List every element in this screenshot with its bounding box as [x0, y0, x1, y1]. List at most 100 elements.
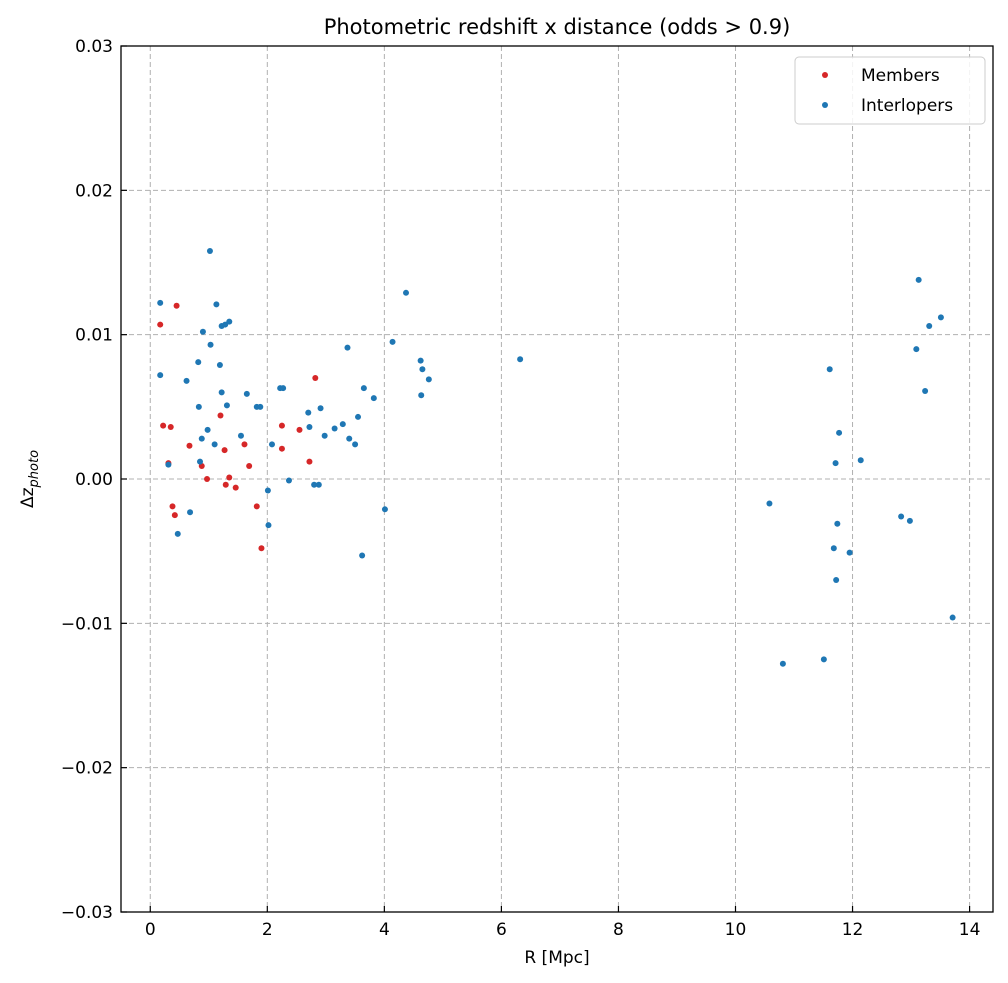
data-point-1: [346, 435, 353, 442]
data-point-1: [425, 376, 432, 383]
x-tick-label: 2: [262, 920, 273, 940]
data-point-1: [517, 356, 524, 363]
data-point-1: [306, 424, 313, 431]
data-point-1: [257, 403, 264, 410]
x-axis-ticks: 0 2 4 6 8 10 12 14: [145, 906, 981, 940]
data-point-0: [221, 447, 228, 454]
data-point-0: [186, 442, 193, 449]
data-point-1: [174, 530, 181, 537]
data-point-1: [197, 458, 204, 465]
x-tick-label: 8: [613, 920, 624, 940]
data-point-1: [199, 328, 206, 335]
data-point-1: [418, 392, 425, 399]
x-tick-label: 14: [959, 920, 981, 940]
x-tick-label: 10: [725, 920, 747, 940]
data-point-1: [370, 395, 377, 402]
y-axis-ticks: −0.03 −0.02 −0.01 0.00 0.01 0.02 0.03: [61, 37, 127, 923]
data-point-1: [157, 299, 164, 306]
data-point-1: [207, 341, 214, 348]
data-point-1: [321, 432, 328, 439]
data-point-1: [766, 500, 773, 507]
data-point-1: [339, 421, 346, 428]
data-point-1: [833, 577, 840, 584]
data-point-1: [285, 477, 292, 484]
data-point-0: [157, 321, 164, 328]
data-point-1: [237, 432, 244, 439]
y-tick-label: −0.01: [61, 614, 113, 634]
data-point-1: [195, 359, 202, 366]
data-points: [157, 247, 956, 667]
data-point-1: [360, 385, 367, 392]
data-point-0: [253, 503, 260, 510]
data-point-1: [922, 387, 929, 394]
data-point-1: [165, 461, 172, 468]
y-tick-label: 0.00: [75, 470, 113, 490]
data-point-0: [312, 374, 319, 381]
x-axis-label: R [Mpc]: [524, 948, 589, 968]
data-point-1: [906, 517, 913, 524]
data-point-0: [160, 422, 167, 429]
legend: Members Interlopers: [794, 56, 986, 125]
y-axis-label: Δzphoto: [18, 450, 42, 508]
data-point-0: [222, 481, 229, 488]
data-point-1: [195, 403, 202, 410]
y-tick-label: 0.03: [75, 37, 113, 57]
data-point-1: [915, 276, 922, 283]
data-point-1: [187, 509, 194, 516]
x-tick-label: 6: [496, 920, 507, 940]
y-tick-label: 0.01: [75, 326, 113, 346]
data-point-1: [198, 435, 205, 442]
data-point-1: [898, 513, 905, 520]
data-point-1: [268, 441, 275, 448]
data-point-1: [216, 361, 223, 368]
data-point-1: [834, 520, 841, 527]
data-point-1: [265, 522, 272, 529]
x-tick-label: 12: [842, 920, 864, 940]
data-point-1: [359, 552, 366, 559]
legend-marker: [822, 102, 828, 108]
data-point-1: [355, 413, 362, 420]
data-point-1: [344, 344, 351, 351]
data-point-1: [211, 441, 218, 448]
data-point-1: [417, 357, 424, 364]
data-point-1: [830, 545, 837, 552]
data-point-0: [217, 412, 224, 419]
data-point-1: [352, 441, 359, 448]
grid: [121, 45, 993, 913]
data-point-1: [846, 549, 853, 556]
data-point-1: [226, 318, 233, 325]
data-point-1: [223, 402, 230, 409]
data-point-1: [403, 289, 410, 296]
data-point-1: [913, 346, 920, 353]
legend-label: Interlopers: [861, 96, 953, 116]
data-point-1: [243, 390, 250, 397]
y-axis-label-main: Δz: [18, 487, 38, 508]
data-point-1: [832, 460, 839, 467]
data-point-1: [331, 425, 338, 432]
legend-box: [794, 56, 986, 125]
x-tick-label: 4: [379, 920, 390, 940]
data-point-1: [157, 372, 164, 379]
data-point-1: [949, 614, 956, 621]
data-point-1: [264, 487, 271, 494]
data-point-0: [167, 424, 174, 431]
data-point-1: [857, 457, 864, 464]
data-point-0: [278, 445, 285, 452]
data-point-1: [419, 366, 426, 373]
data-point-0: [173, 302, 180, 309]
data-point-1: [779, 660, 786, 667]
y-tick-label: 0.02: [75, 181, 113, 201]
y-tick-label: −0.02: [61, 759, 113, 779]
chart-title: Photometric redshift x distance (odds > …: [324, 15, 791, 39]
data-point-1: [937, 314, 944, 321]
data-point-1: [820, 656, 827, 663]
data-point-1: [218, 389, 225, 396]
data-point-0: [306, 458, 313, 465]
data-point-1: [926, 323, 933, 330]
y-axis-label-subscript: photo: [27, 450, 42, 489]
data-point-0: [278, 422, 285, 429]
data-point-0: [226, 474, 233, 481]
data-point-1: [826, 366, 833, 373]
data-point-1: [183, 377, 190, 384]
data-point-0: [171, 512, 178, 519]
